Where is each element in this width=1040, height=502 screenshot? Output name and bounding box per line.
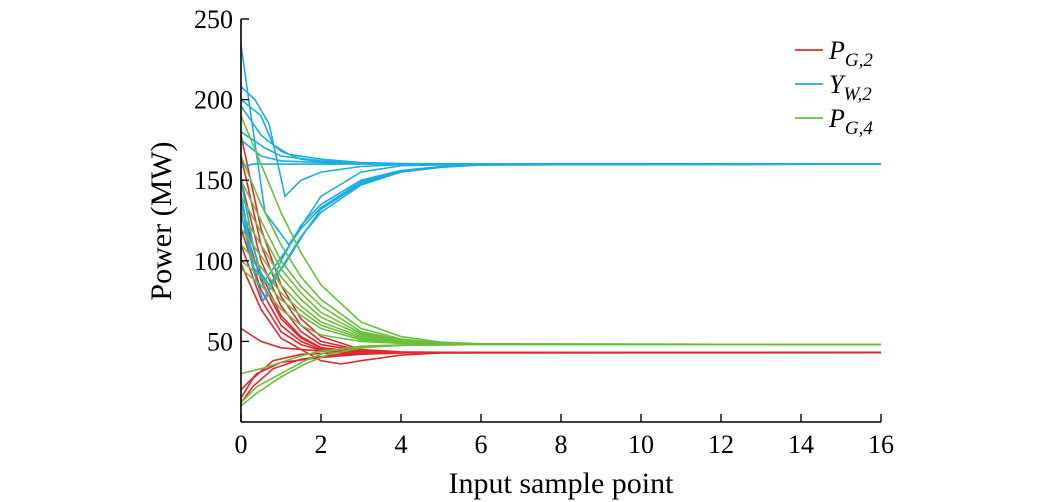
y-ticks: 50 100 150 200 250: [194, 5, 249, 356]
legend-entry-symbol: Y: [829, 70, 846, 99]
series-1-curve: [240, 228, 881, 354]
x-tick-label: 16: [868, 430, 894, 459]
series-2-curve: [240, 86, 881, 198]
legend-entry-symbol: P: [828, 104, 845, 133]
x-tick-label: 12: [708, 430, 734, 459]
y-tick-label: 250: [194, 5, 233, 34]
series-2-curve: [240, 131, 881, 165]
y-tick-label: 50: [207, 327, 233, 356]
x-tick-label: 14: [788, 430, 814, 459]
series-2-curve: [240, 44, 881, 247]
x-ticks: 0 2 4 6 8 10 12 14 16: [235, 414, 894, 459]
legend-entry-subscript: G,4: [845, 118, 873, 139]
series-1-curve: [240, 351, 881, 404]
legend-entry-subscript: G,2: [845, 50, 873, 71]
legend-entry: YW,2: [829, 70, 872, 105]
y-tick-label: 150: [194, 166, 233, 195]
series-1-curve: [240, 155, 881, 354]
series-3-curve: [240, 195, 882, 346]
series-1-curve: [240, 244, 881, 354]
legend-entry: PG,4: [828, 104, 873, 139]
legend-entry: PG,2: [828, 36, 873, 71]
legend-entry-symbol: P: [828, 36, 845, 65]
x-axis-label: Input sample point: [449, 467, 675, 500]
y-axis-label: Power (MW): [145, 141, 178, 300]
series-1-curve: [240, 351, 881, 399]
plot-lines: [240, 44, 882, 407]
series-2-curve: [240, 163, 882, 287]
x-tick-label: 0: [235, 430, 248, 459]
series-1-curve: [240, 263, 882, 365]
series-1-curve: [240, 180, 881, 354]
series-2-curve: [240, 163, 882, 282]
series-3-curve: [240, 228, 882, 346]
x-tick-label: 2: [315, 430, 328, 459]
series-2-curve: [240, 105, 881, 165]
axes: [240, 19, 881, 423]
legend-entry-subscript: W,2: [843, 84, 872, 105]
x-tick-label: 4: [395, 430, 408, 459]
x-tick-label: 6: [475, 430, 488, 459]
series-3-curve: [240, 343, 881, 375]
series-2-curve: [240, 98, 881, 165]
series-3-curve: [240, 244, 882, 346]
y-tick-label: 100: [194, 247, 233, 276]
legend: PG,2YW,2PG,4: [795, 36, 873, 139]
series-2: [240, 44, 882, 304]
series-2-curve: [240, 163, 882, 304]
series-3-curve: [240, 211, 882, 346]
y-tick-label: 200: [194, 86, 233, 115]
series-1-curve: [240, 351, 881, 391]
x-tick-label: 10: [628, 430, 654, 459]
series-1: [240, 134, 882, 404]
x-tick-label: 8: [555, 430, 568, 459]
series-3-curve: [240, 260, 881, 346]
series-1-curve: [240, 215, 881, 354]
series-2-curve: [240, 163, 881, 169]
series-3: [240, 115, 882, 407]
series-2-curve: [240, 163, 882, 299]
series-3-curve: [240, 343, 881, 407]
